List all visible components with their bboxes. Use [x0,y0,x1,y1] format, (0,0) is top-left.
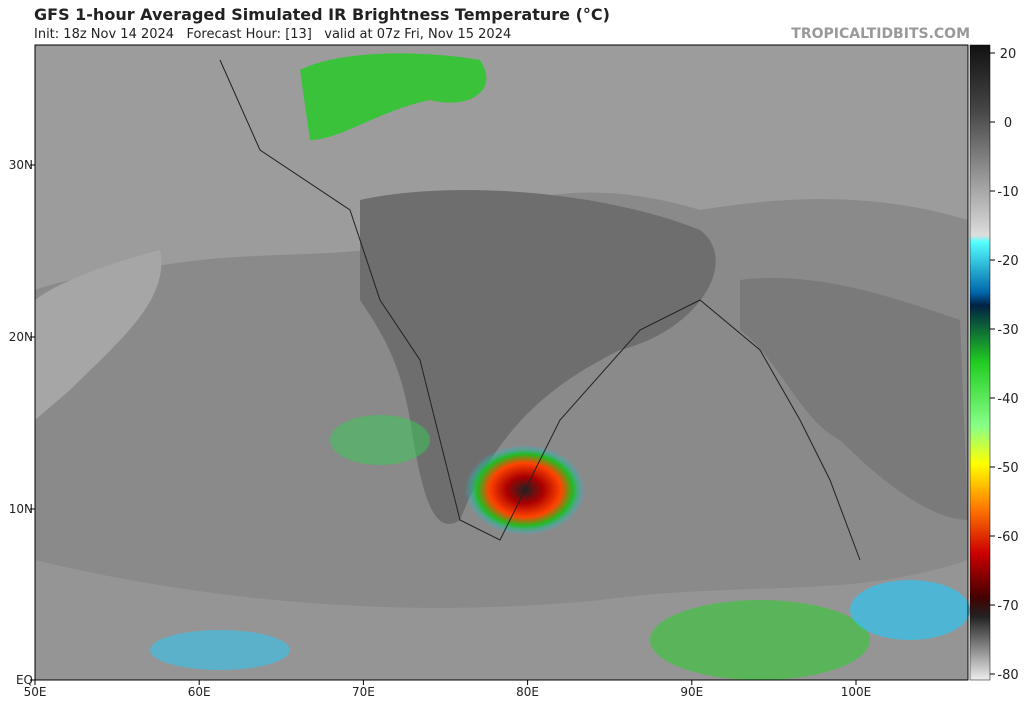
colorbar-tick-label: 0 [1004,116,1012,131]
subtitle: Init: 18z Nov 14 2024 Forecast Hour: [13… [34,27,511,42]
colorbar-tick-label: -40 [997,392,1018,407]
lat-label: 20N [9,330,33,344]
colorbar-tick-label: -10 [997,185,1018,200]
colorbar-tick-label: -50 [997,461,1018,476]
credit: TROPICALTIDBITS.COM [791,26,970,42]
colorbar-tick-label: -20 [997,254,1018,269]
lat-label: EQ [16,673,33,687]
lat-label: 30N [9,158,33,172]
lat-label: 10N [9,502,33,516]
map [34,44,970,681]
colorbar-tick-label: -60 [997,530,1018,545]
colorbar-tick-label: 20 [1000,47,1017,62]
lon-label: 60E [188,685,211,699]
lon-label: 70E [352,685,375,699]
colorbar [969,44,991,681]
colorbar-tick-label: -30 [997,323,1018,338]
lon-label: 90E [680,685,703,699]
colorbar-tick-label: -70 [997,599,1018,614]
lon-label: 100E [841,685,872,699]
colorbar-tick-label: -80 [997,668,1018,683]
title: GFS 1-hour Averaged Simulated IR Brightn… [34,5,610,24]
lon-label: 80E [516,685,539,699]
lon-label: 50E [24,685,47,699]
